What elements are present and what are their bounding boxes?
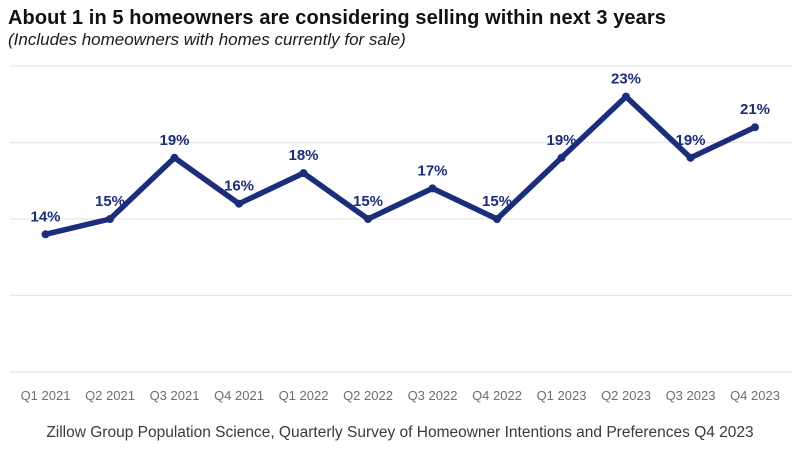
data-point-marker [364,215,372,223]
x-axis-tick-label: Q3 2021 [150,388,200,403]
data-point-marker [428,184,437,193]
x-axis-tick-label: Q3 2023 [666,388,716,403]
data-point-label: 14% [30,208,60,225]
x-axis-tick-label: Q1 2023 [537,388,587,403]
data-point-label: 19% [675,132,705,149]
chart-subtitle: (Includes homeowners with homes currentl… [8,30,406,49]
data-point-label: 17% [417,162,447,179]
x-axis-tick-label: Q4 2021 [214,388,264,403]
data-point-label: 23% [611,71,641,88]
chart-area: 14% 15% 19% 16% 18% 15% 17% 15% 19% 23% 19% 21% Q1 2… [0,56,800,417]
line-chart: 14% 15% 19% 16% 18% 15% 17% 15% 19% 23% 19% 21% Q1 2… [10,65,793,403]
x-axis-tick-label: Q2 2023 [601,388,651,403]
source-note: Zillow Group Population Science, Quarter… [46,424,754,441]
data-point-marker [170,153,179,162]
x-axis-tick-label: Q4 2023 [730,388,780,403]
data-point-label: 15% [482,193,512,210]
data-point-marker [493,215,501,223]
chart-title: About 1 in 5 homeowners are considering … [8,7,666,29]
trend-line [42,93,758,238]
data-point-label: 18% [288,147,318,164]
x-axis-tick-label: Q2 2021 [85,388,135,403]
data-point-marker [622,92,630,101]
data-point-marker [299,169,308,178]
x-axis-tick-label: Q4 2022 [472,388,522,403]
data-point-label: 15% [95,193,125,210]
data-point-label: 21% [740,101,770,118]
x-axis-tick-label: Q1 2022 [279,388,329,403]
data-point-marker [557,153,566,162]
x-axis-tick-label: Q2 2022 [343,388,393,403]
data-point-marker [235,199,243,208]
data-point-marker [686,153,695,162]
data-point-marker [106,215,114,223]
chart-header: About 1 in 5 homeowners are considering … [0,0,800,50]
data-point-label: 19% [546,132,576,149]
x-axis-tick-label: Q3 2022 [408,388,458,403]
data-point-marker [751,123,759,132]
data-point-marker [41,230,50,239]
data-point-label: 19% [159,132,189,149]
data-point-label: 15% [353,193,383,210]
x-axis-tick-label: Q1 2021 [21,388,71,403]
data-point-label: 16% [224,178,254,195]
